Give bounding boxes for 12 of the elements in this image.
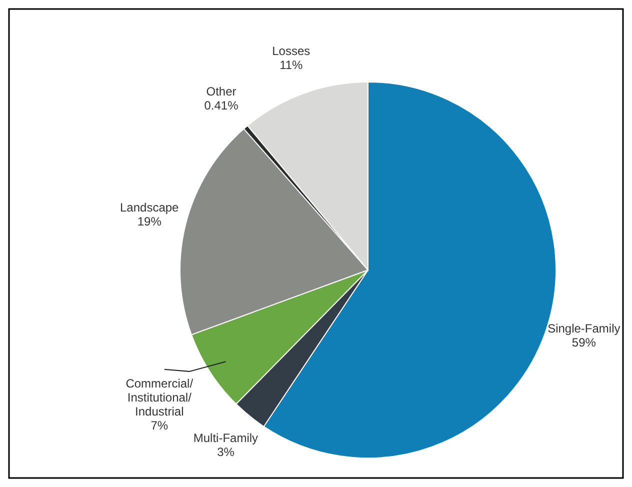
data-label: 7%: [150, 418, 168, 432]
slice-label: Commercial/Institutional/Industrial: [126, 376, 194, 418]
slice-label: Landscape: [120, 200, 180, 214]
slice-label: Multi-Family: [193, 431, 258, 446]
data-label: 11%: [280, 58, 304, 72]
data-label: 59%: [572, 335, 596, 350]
data-label: 19%: [137, 214, 162, 228]
slice-label: Losses: [272, 44, 310, 58]
slice-label: Single-Family: [548, 321, 620, 336]
data-label: 3%: [217, 445, 235, 460]
slice-label: Other: [206, 84, 236, 99]
data-label: 0.41%: [204, 98, 239, 113]
